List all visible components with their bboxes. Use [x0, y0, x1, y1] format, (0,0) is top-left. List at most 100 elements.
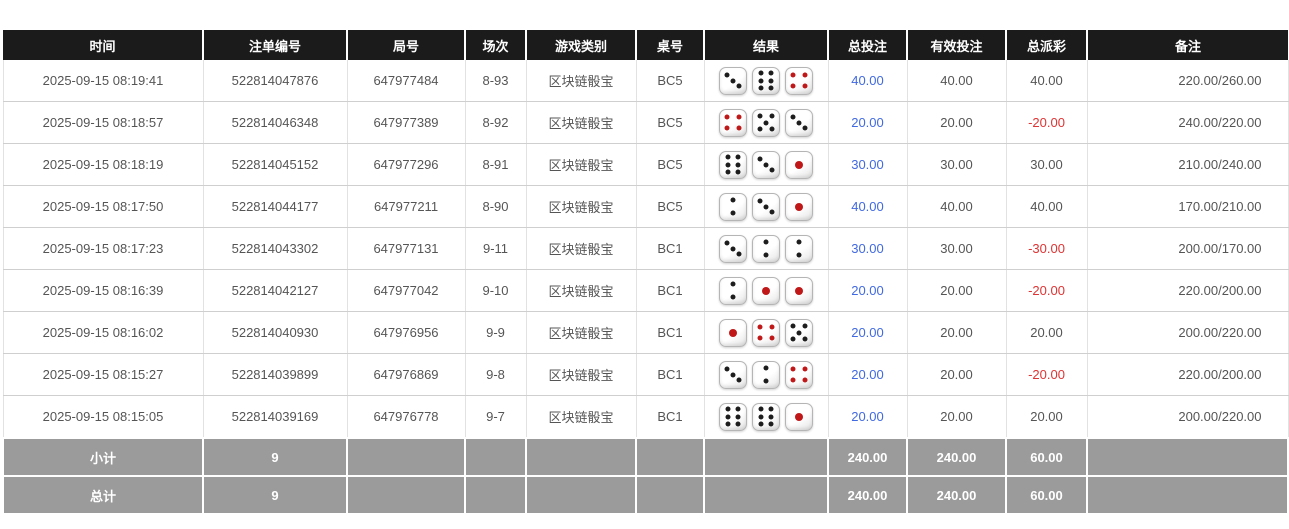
dice-result: [707, 234, 826, 263]
footer-empty-cell: [346, 475, 466, 515]
time-cell: 2025-09-15 08:18:57: [2, 101, 204, 144]
time-cell: 2025-09-15 08:16:02: [2, 311, 204, 354]
total-bet-cell[interactable]: 40.00: [827, 60, 908, 102]
game-type-cell: 区块链骰宝: [525, 101, 637, 144]
payout-cell: 20.00: [1005, 311, 1088, 354]
result-cell: [703, 395, 829, 439]
table-body: 2025-09-15 08:19:41 522814047876 647977484…: [2, 60, 1289, 439]
remark-cell: 200.00/220.00: [1086, 395, 1289, 439]
session-cell: 8-91: [464, 143, 527, 186]
round-no-cell: 647976956: [346, 311, 466, 354]
table-row: 2025-09-15 08:19:41 522814047876 647977484…: [2, 60, 1289, 102]
valid-bet-cell: 20.00: [906, 353, 1007, 396]
table-footer: 小计 9 240.00 240.00 60.00 总计 9 240.00 240.00 60.00: [2, 437, 1289, 515]
footer-valid-bet-cell: 240.00: [906, 475, 1007, 515]
die-5-icon: [752, 108, 780, 137]
table-row: 2025-09-15 08:17:50 522814044177 647977211…: [2, 185, 1289, 228]
game-type-cell: 区块链骰宝: [525, 143, 637, 186]
die-1-icon: [785, 150, 813, 179]
round-no-cell: 647977484: [346, 60, 466, 102]
table-row: 2025-09-15 08:15:27 522814039899 647976869…: [2, 353, 1289, 396]
footer-total-bet-cell: 240.00: [827, 437, 908, 477]
die-1-icon: [785, 276, 813, 305]
round-no-cell: 647977296: [346, 143, 466, 186]
footer-count-cell: 9: [202, 437, 348, 477]
table-no-cell: BC5: [635, 60, 705, 102]
table-no-cell: BC5: [635, 101, 705, 144]
die-3-icon: [719, 360, 747, 389]
time-cell: 2025-09-15 08:15:05: [2, 395, 204, 439]
footer-payout-cell: 60.00: [1005, 437, 1088, 477]
session-cell: 9-10: [464, 269, 527, 312]
footer-empty-cell: [703, 475, 829, 515]
die-1-icon: [785, 402, 813, 431]
session-cell: 8-92: [464, 101, 527, 144]
round-no-cell: 647977042: [346, 269, 466, 312]
dice-result: [707, 318, 826, 347]
bet-no-cell: 522814040930: [202, 311, 348, 354]
remark-cell: 220.00/260.00: [1086, 60, 1289, 102]
dice-result: [707, 108, 826, 137]
remark-cell: 240.00/220.00: [1086, 101, 1289, 144]
column-header-table_no: 桌号: [636, 30, 705, 60]
result-cell: [703, 60, 829, 102]
valid-bet-cell: 20.00: [906, 311, 1007, 354]
total-bet-cell[interactable]: 20.00: [827, 395, 908, 439]
payout-cell: -20.00: [1005, 269, 1088, 312]
table-no-cell: BC5: [635, 185, 705, 228]
column-header-bet_no: 注单编号: [203, 30, 348, 60]
table-no-cell: BC5: [635, 143, 705, 186]
time-cell: 2025-09-15 08:17:23: [2, 227, 204, 270]
result-cell: [703, 143, 829, 186]
total-bet-cell[interactable]: 20.00: [827, 269, 908, 312]
footer-empty-cell: [346, 437, 466, 477]
remark-cell: 200.00/220.00: [1086, 311, 1289, 354]
total-bet-cell[interactable]: 20.00: [827, 101, 908, 144]
payout-cell: 20.00: [1005, 395, 1088, 439]
total-bet-cell[interactable]: 20.00: [827, 353, 908, 396]
footer-empty-cell: [1086, 437, 1289, 477]
footer-empty-cell: [525, 475, 637, 515]
remark-cell: 170.00/210.00: [1086, 185, 1289, 228]
round-no-cell: 647977389: [346, 101, 466, 144]
total-bet-cell[interactable]: 30.00: [827, 143, 908, 186]
result-cell: [703, 353, 829, 396]
die-1-icon: [719, 318, 747, 347]
table-no-cell: BC1: [635, 269, 705, 312]
game-type-cell: 区块链骰宝: [525, 395, 637, 439]
remark-cell: 210.00/240.00: [1086, 143, 1289, 186]
session-cell: 8-90: [464, 185, 527, 228]
time-cell: 2025-09-15 08:16:39: [2, 269, 204, 312]
column-header-session: 场次: [465, 30, 527, 60]
game-type-cell: 区块链骰宝: [525, 311, 637, 354]
total-bet-cell[interactable]: 40.00: [827, 185, 908, 228]
die-3-icon: [752, 192, 780, 221]
die-5-icon: [785, 318, 813, 347]
column-header-time: 时间: [3, 30, 204, 60]
table-no-cell: BC1: [635, 353, 705, 396]
total-bet-cell[interactable]: 30.00: [827, 227, 908, 270]
session-cell: 9-9: [464, 311, 527, 354]
result-cell: [703, 101, 829, 144]
valid-bet-cell: 20.00: [906, 101, 1007, 144]
payout-cell: -30.00: [1005, 227, 1088, 270]
footer-empty-cell: [703, 437, 829, 477]
column-header-game_type: 游戏类别: [526, 30, 637, 60]
total-bet-cell[interactable]: 20.00: [827, 311, 908, 354]
time-cell: 2025-09-15 08:18:19: [2, 143, 204, 186]
bet-no-cell: 522814039899: [202, 353, 348, 396]
die-3-icon: [752, 150, 780, 179]
die-3-icon: [719, 234, 747, 263]
payout-cell: -20.00: [1005, 353, 1088, 396]
dice-result: [707, 402, 826, 431]
column-header-result: 结果: [704, 30, 829, 60]
column-header-round_no: 局号: [347, 30, 466, 60]
die-1-icon: [785, 192, 813, 221]
bet-no-cell: 522814046348: [202, 101, 348, 144]
bet-no-cell: 522814039169: [202, 395, 348, 439]
die-6-icon: [752, 66, 780, 95]
game-type-cell: 区块链骰宝: [525, 227, 637, 270]
result-cell: [703, 227, 829, 270]
die-2-icon: [785, 234, 813, 263]
